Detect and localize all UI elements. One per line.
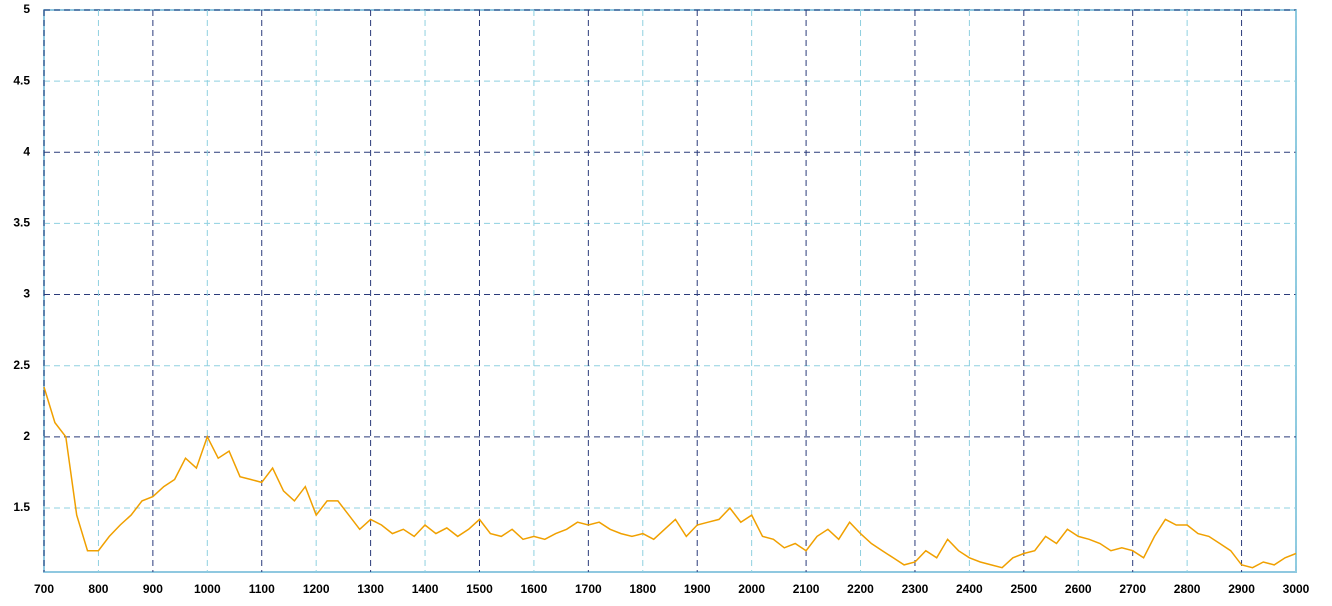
x-tick-label: 2600 bbox=[1065, 582, 1092, 596]
x-tick-label: 1200 bbox=[303, 582, 330, 596]
x-tick-label: 2400 bbox=[956, 582, 983, 596]
x-tick-label: 1800 bbox=[629, 582, 656, 596]
y-tick-label: 2 bbox=[23, 429, 30, 443]
x-tick-label: 1700 bbox=[575, 582, 602, 596]
x-tick-label: 1400 bbox=[412, 582, 439, 596]
y-tick-label: 3 bbox=[23, 287, 30, 301]
x-tick-label: 2500 bbox=[1010, 582, 1037, 596]
x-tick-label: 1100 bbox=[249, 582, 275, 596]
y-tick-label: 3.5 bbox=[13, 216, 30, 230]
y-tick-label: 5 bbox=[23, 2, 30, 16]
x-tick-label: 1300 bbox=[357, 582, 384, 596]
x-tick-label: 2900 bbox=[1228, 582, 1255, 596]
x-tick-label: 2800 bbox=[1174, 582, 1201, 596]
x-tick-label: 1900 bbox=[684, 582, 711, 596]
x-tick-label: 2300 bbox=[902, 582, 929, 596]
x-tick-label: 2700 bbox=[1119, 582, 1146, 596]
x-tick-label: 1000 bbox=[194, 582, 221, 596]
y-tick-label: 4 bbox=[23, 144, 30, 158]
x-tick-label: 2100 bbox=[793, 582, 820, 596]
plot-area bbox=[43, 9, 1297, 573]
x-tick-label: 700 bbox=[34, 582, 54, 596]
x-tick-label: 900 bbox=[143, 582, 163, 596]
y-tick-label: 4.5 bbox=[13, 73, 30, 87]
x-tick-label: 800 bbox=[88, 582, 108, 596]
data-line bbox=[43, 386, 1297, 569]
x-tick-label: 3000 bbox=[1283, 582, 1310, 596]
x-tick-label: 2000 bbox=[738, 582, 765, 596]
x-tick-label: 1500 bbox=[466, 582, 493, 596]
y-tick-label: 2.5 bbox=[13, 358, 30, 372]
x-tick-label: 2200 bbox=[847, 582, 874, 596]
x-tick-label: 1600 bbox=[521, 582, 548, 596]
y-tick-label: 1.5 bbox=[13, 500, 30, 514]
